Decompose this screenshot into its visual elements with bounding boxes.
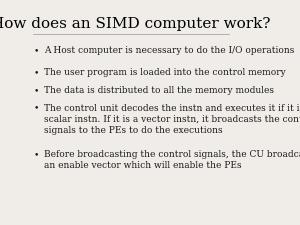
Text: The user program is loaded into the control memory: The user program is loaded into the cont… — [44, 68, 286, 77]
Text: •: • — [33, 46, 39, 55]
Text: How does an SIMD computer work?: How does an SIMD computer work? — [0, 17, 271, 31]
Text: A Host computer is necessary to do the I/O operations: A Host computer is necessary to do the I… — [44, 46, 294, 55]
Text: Before broadcasting the control signals, the CU broadcasts
an enable vector whic: Before broadcasting the control signals,… — [44, 150, 300, 170]
Text: •: • — [33, 68, 39, 77]
Text: The data is distributed to all the memory modules: The data is distributed to all the memor… — [44, 86, 274, 95]
Text: The control unit decodes the instn and executes it if it is a
scalar instn. If i: The control unit decodes the instn and e… — [44, 104, 300, 135]
Text: •: • — [33, 104, 39, 112]
Text: •: • — [33, 86, 39, 95]
Text: •: • — [33, 150, 39, 159]
